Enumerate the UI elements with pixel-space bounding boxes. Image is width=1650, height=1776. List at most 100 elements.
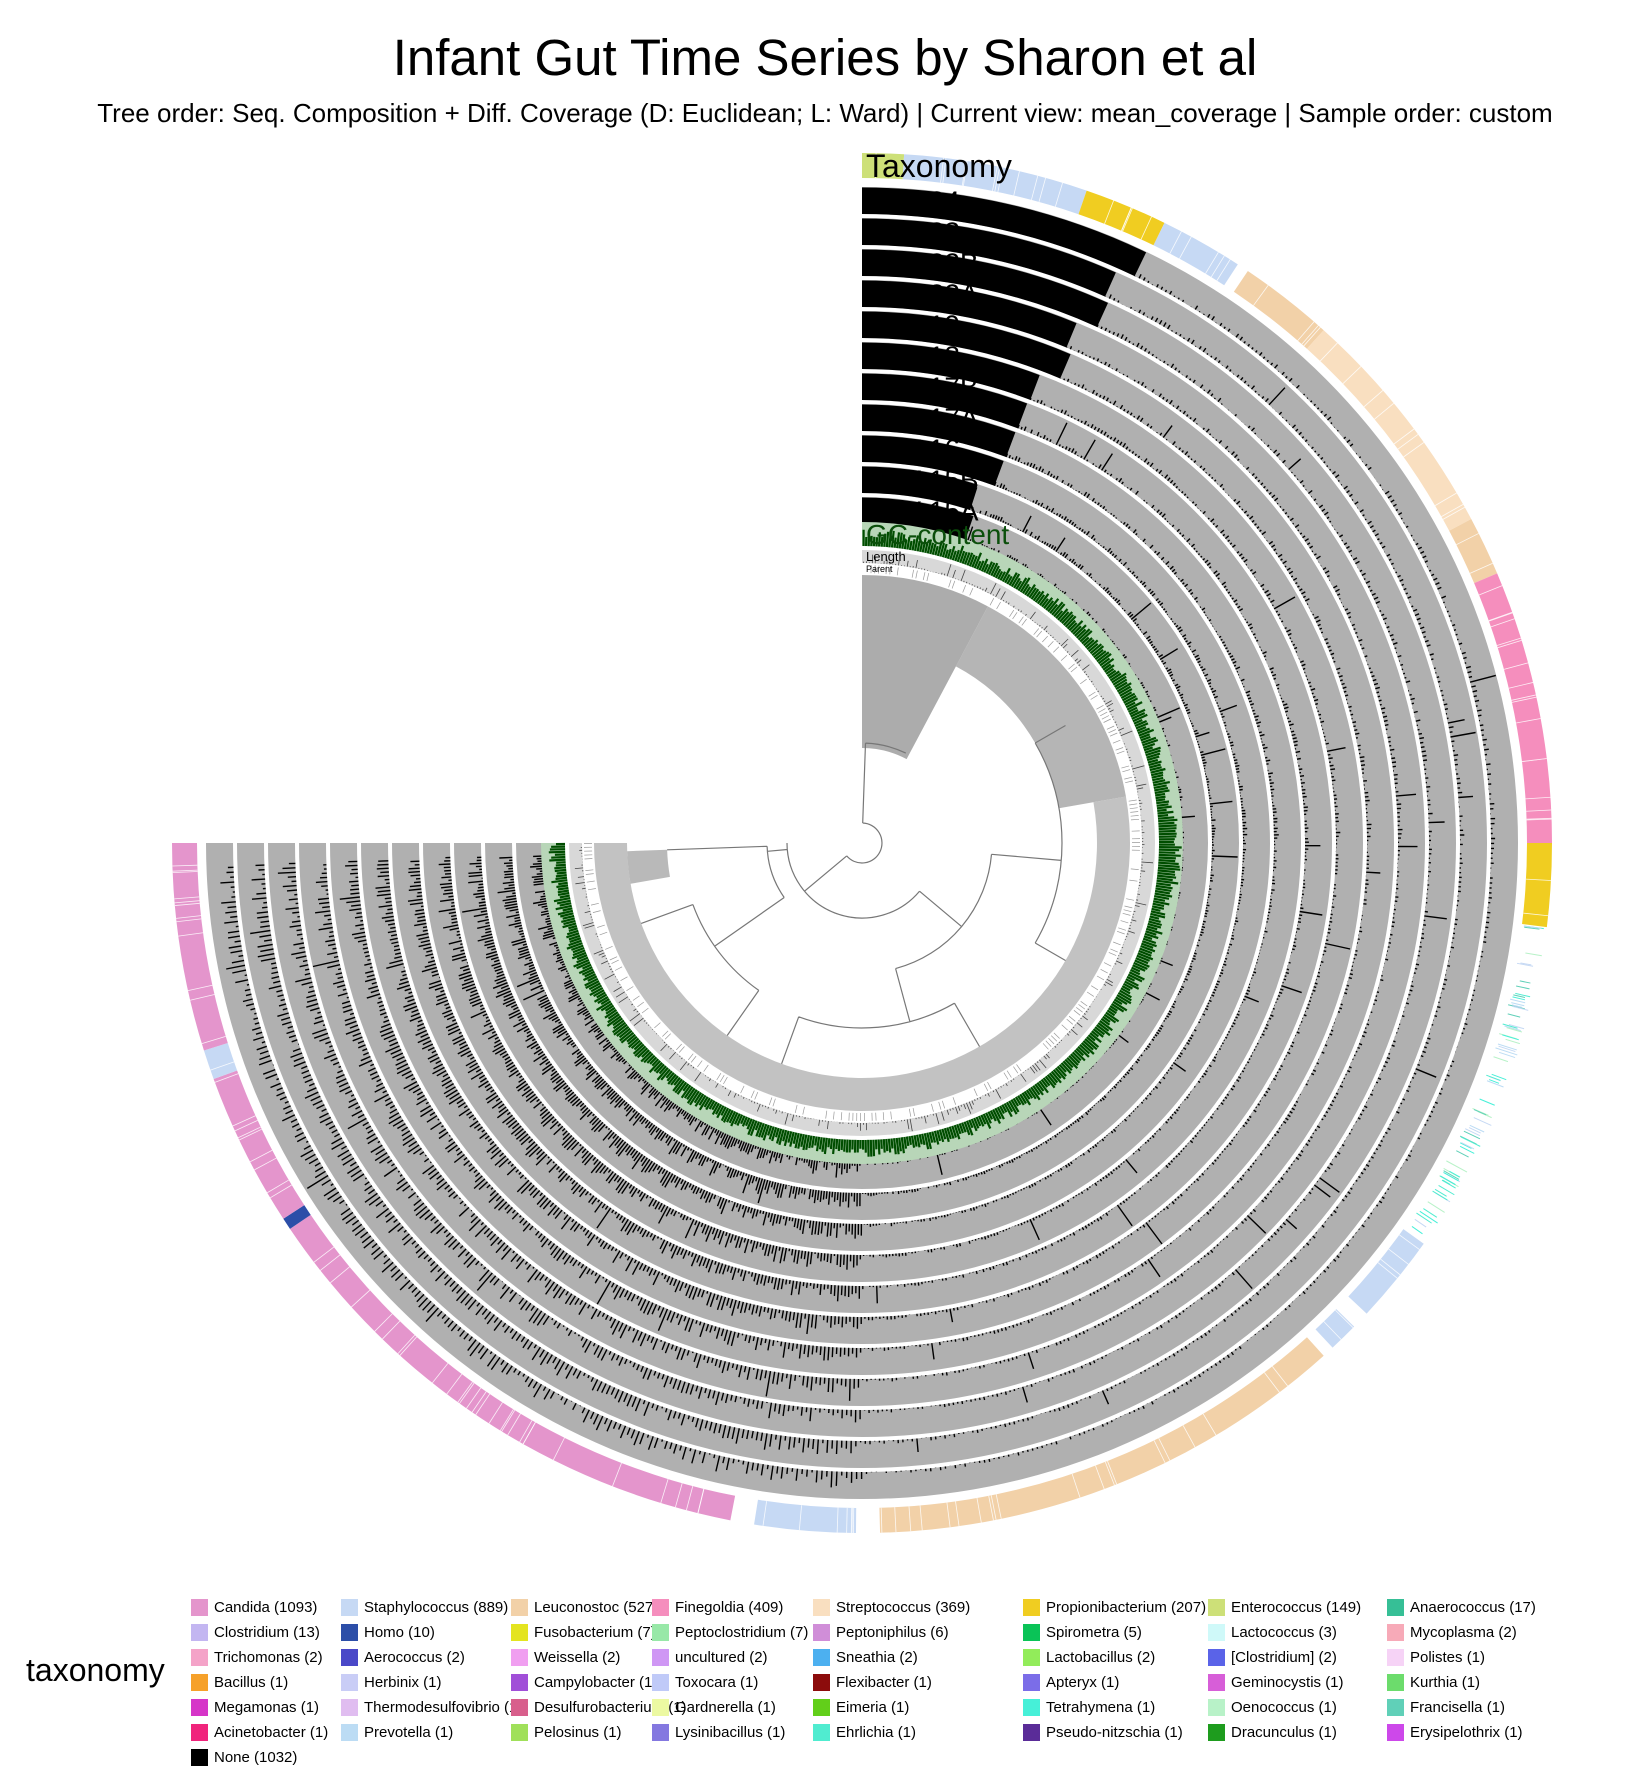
taxonomy-gap (1182, 1425, 1196, 1448)
taxonomy-sector-propionibacterium[interactable] (1522, 843, 1552, 928)
legend-item[interactable]: Ehrlichia (1) (813, 1722, 916, 1742)
taxonomy-sector-homo[interactable] (283, 1205, 311, 1229)
taxonomy-gap (1404, 1227, 1426, 1243)
legend-item[interactable]: Lactococcus (3) (1208, 1622, 1337, 1642)
legend-item[interactable]: Mycoplasma (2) (1387, 1622, 1517, 1642)
taxonomy-tick (1473, 1109, 1487, 1116)
legend-swatch (191, 1648, 208, 1666)
taxonomy-sector-candida[interactable] (172, 843, 228, 1051)
legend-item[interactable]: Megamonas (1) (191, 1697, 319, 1717)
legend-item[interactable]: Lactobacillus (2) (1023, 1647, 1155, 1667)
taxonomy-gap (1121, 207, 1132, 231)
legend-item[interactable]: Kurthia (1) (1387, 1672, 1480, 1692)
taxonomy-gap (499, 1409, 514, 1431)
taxonomy-gap (1205, 251, 1219, 274)
legend-item[interactable]: Bacillus (1) (191, 1672, 288, 1692)
legend-item[interactable]: Streptococcus (369) (813, 1597, 970, 1617)
taxonomy-sector-staphylococcus[interactable] (1315, 1309, 1355, 1348)
layer-label-day-24: DAY 24 (866, 186, 960, 217)
legend-item[interactable]: Trichomonas (2) (191, 1647, 323, 1667)
legend-item[interactable]: Oenococcus (1) (1208, 1697, 1337, 1717)
legend-item[interactable]: Finegoldia (409) (652, 1597, 783, 1617)
legend-item[interactable]: Sneathia (2) (813, 1647, 918, 1667)
legend-swatch (813, 1623, 830, 1641)
legend-item[interactable]: Lysinibacillus (1) (652, 1722, 785, 1742)
legend-item[interactable]: Geminocystis (1) (1208, 1672, 1344, 1692)
legend-item[interactable]: Weissella (2) (511, 1647, 620, 1667)
taxonomy-gap (1496, 637, 1521, 646)
legend-item[interactable]: Campylobacter (1) (511, 1672, 657, 1692)
legend-item[interactable]: Toxocara (1) (652, 1672, 758, 1692)
taxonomy-sector-leuconostoc[interactable] (879, 1337, 1324, 1533)
legend-item[interactable]: Francisella (1) (1387, 1697, 1505, 1717)
taxonomy-gap (997, 167, 1004, 193)
legend-item[interactable]: Eimeria (1) (813, 1697, 909, 1717)
legend-item[interactable]: Leuconostoc (527) (511, 1597, 658, 1617)
legend-item[interactable]: Acinetobacter (1) (191, 1722, 328, 1742)
taxonomy-gap (459, 1382, 475, 1404)
taxonomy-tick (1442, 1179, 1451, 1185)
taxonomy-sector-staphylococcus[interactable] (1348, 1229, 1424, 1314)
coverage-block (862, 497, 974, 542)
taxonomy-gap (1216, 259, 1231, 281)
coverage-bars (375, 397, 1351, 1335)
legend-item[interactable]: Fusobacterium (7) (511, 1622, 656, 1642)
legend-label: Anaerococcus (17) (1410, 1598, 1536, 1616)
taxonomy-sector-streptococcus[interactable] (1306, 330, 1472, 531)
taxonomy-sector-enterococcus[interactable] (862, 153, 905, 180)
legend-item[interactable]: Gardnerella (1) (652, 1697, 776, 1717)
taxonomy-tick (1434, 1188, 1447, 1197)
legend-item[interactable]: [Clostridium] (2) (1208, 1647, 1337, 1667)
legend-item[interactable]: Herbinix (1) (341, 1672, 442, 1692)
legend-item[interactable]: Aerococcus (2) (341, 1647, 465, 1667)
legend-item[interactable]: Prevotella (1) (341, 1722, 453, 1742)
legend-item[interactable]: Propionibacterium (207) (1023, 1597, 1206, 1617)
legend-item[interactable]: Candida (1093) (191, 1597, 317, 1617)
legend-item[interactable]: Enterococcus (149) (1208, 1597, 1361, 1617)
legend-item[interactable]: Polistes (1) (1387, 1647, 1485, 1667)
legend-label: Bacillus (1) (214, 1673, 289, 1691)
taxonomy-sector-candida[interactable] (289, 1214, 736, 1521)
legend-item[interactable]: Apteryx (1) (1023, 1672, 1119, 1692)
legend-item[interactable]: Tetrahymena (1) (1023, 1697, 1155, 1717)
taxonomy-sector-staphylococcus[interactable] (1153, 222, 1238, 286)
taxonomy-sector-staphylococcus[interactable] (203, 1042, 238, 1079)
legend-item[interactable]: None (1032) (191, 1747, 297, 1767)
legend-item[interactable]: Flexibacter (1) (813, 1672, 932, 1692)
legend-item[interactable]: Erysipelothrix (1) (1387, 1722, 1523, 1742)
taxonomy-tick (1512, 996, 1526, 1001)
taxonomy-gap (1478, 585, 1503, 596)
taxonomy-sector-candida[interactable] (213, 1070, 305, 1219)
legend-item[interactable]: Staphylococcus (889) (341, 1597, 508, 1617)
ring-day-15b (485, 466, 1239, 1220)
legend-item[interactable]: Dracunculus (1) (1208, 1722, 1337, 1742)
legend-label: Francisella (1) (1410, 1698, 1506, 1716)
legend-item[interactable]: Peptoniphilus (6) (813, 1622, 949, 1642)
legend-item[interactable]: Desulfurobacterium (1) (511, 1697, 687, 1717)
taxonomy-sector-leuconostoc[interactable] (1233, 270, 1324, 349)
taxonomy-gap (1469, 562, 1493, 574)
coverage-block (862, 404, 1016, 458)
legend-item[interactable]: Pelosinus (1) (511, 1722, 622, 1742)
legend-item[interactable]: Clostridium (13) (191, 1622, 320, 1642)
taxonomy-sector-staphylococcus[interactable] (902, 154, 1087, 215)
legend-item[interactable]: uncultured (2) (652, 1647, 768, 1667)
legend-item[interactable]: Homo (10) (341, 1622, 435, 1642)
legend-item[interactable]: Spirometra (5) (1023, 1622, 1142, 1642)
taxonomy-gap (446, 1373, 463, 1395)
taxonomy-gap (432, 1363, 449, 1384)
legend-item[interactable]: Pseudo-nitzschia (1) (1023, 1722, 1183, 1742)
dendrogram-branches (640, 724, 1066, 1065)
taxonomy-gap (1253, 285, 1269, 306)
taxonomy-sector-propionibacterium[interactable] (1078, 190, 1165, 246)
legend-label: Homo (10) (364, 1623, 435, 1641)
legend-item[interactable]: Thermodesulfovibrio (1) (341, 1697, 522, 1717)
legend-item[interactable]: Anaerococcus (17) (1387, 1597, 1536, 1617)
taxonomy-sector-finegoldia[interactable] (1522, 758, 1552, 843)
legend-label: Lactobacillus (2) (1046, 1648, 1156, 1666)
taxonomy-sector-leuconostoc[interactable] (1449, 519, 1498, 584)
taxonomy-sector-staphylococcus[interactable] (754, 1499, 857, 1533)
legend-item[interactable]: Peptoclostridium (7) (652, 1622, 808, 1642)
chart-title: Infant Gut Time Series by Sharon et al (392, 29, 1258, 86)
